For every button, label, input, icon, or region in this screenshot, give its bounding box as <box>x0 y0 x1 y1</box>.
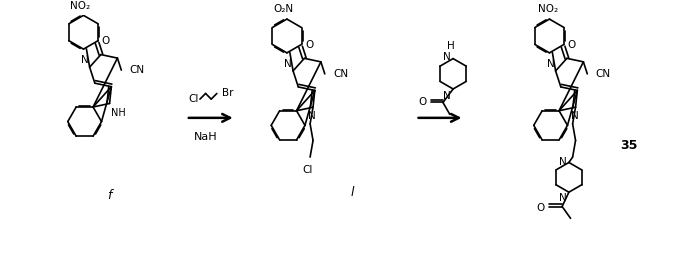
Text: N: N <box>443 91 452 101</box>
Text: O₂N: O₂N <box>273 4 294 14</box>
Text: CN: CN <box>333 69 348 79</box>
Text: N: N <box>559 193 567 203</box>
Text: Cl: Cl <box>189 94 199 104</box>
Text: O: O <box>418 98 426 108</box>
Text: O: O <box>537 203 545 213</box>
Text: N: N <box>443 52 452 62</box>
Text: N: N <box>547 59 555 69</box>
Text: N: N <box>284 59 292 69</box>
Text: Cl: Cl <box>302 165 312 175</box>
Text: f: f <box>107 189 111 202</box>
Text: Br: Br <box>222 88 234 99</box>
Text: NO₂: NO₂ <box>70 1 89 11</box>
Text: l: l <box>350 186 354 199</box>
Text: O: O <box>568 40 576 50</box>
Text: N: N <box>559 157 567 167</box>
Text: N: N <box>308 111 316 121</box>
Text: NaH: NaH <box>194 132 217 142</box>
Text: CN: CN <box>596 69 611 79</box>
Text: H: H <box>447 41 455 51</box>
Text: O: O <box>102 36 110 46</box>
Text: NO₂: NO₂ <box>538 4 558 14</box>
Text: NH: NH <box>110 108 125 118</box>
Text: 35: 35 <box>621 140 638 152</box>
Text: O: O <box>305 40 314 50</box>
Text: CN: CN <box>130 65 145 75</box>
Text: N: N <box>81 55 89 65</box>
Text: N: N <box>571 111 579 121</box>
